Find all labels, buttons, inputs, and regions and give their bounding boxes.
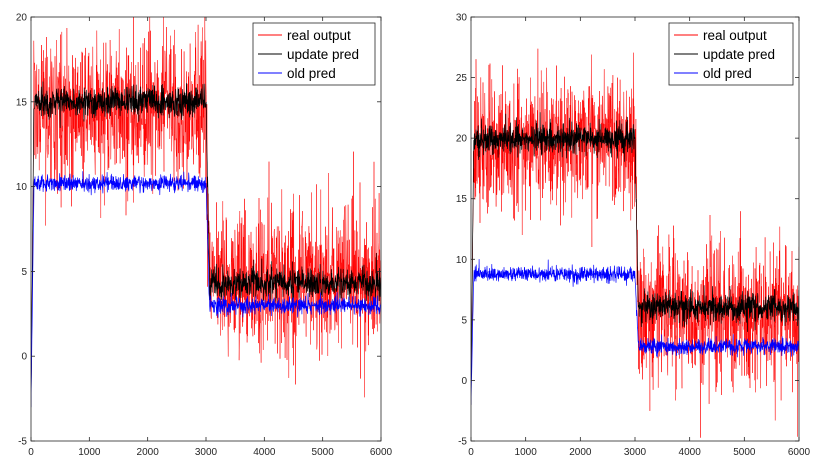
x-tick-label: 0	[28, 447, 34, 458]
y-tick-label: 5	[461, 315, 467, 326]
y-tick-label: 15	[456, 194, 468, 205]
y-tick-label: 20	[456, 134, 468, 145]
legend: real output update pred old pred	[668, 22, 794, 86]
series-line-old-pred	[31, 171, 381, 408]
series-group	[31, 17, 381, 408]
y-tick-label: 25	[456, 73, 468, 84]
series-group	[471, 48, 799, 438]
x-tick-label: 3000	[624, 447, 647, 458]
x-tick-label: 1000	[78, 447, 101, 458]
x-tick-label: 6000	[788, 447, 811, 458]
legend-entry: update pred	[287, 47, 359, 62]
series-line-update-pred	[31, 81, 381, 408]
y-tick-label: 10	[16, 182, 28, 193]
series-line-update-pred	[471, 112, 799, 405]
y-tick-label: 0	[21, 352, 27, 363]
x-tick-label: 4000	[679, 447, 702, 458]
legend-entry: update pred	[703, 47, 775, 62]
y-tick-label: 20	[16, 13, 28, 24]
legend-entry: old pred	[703, 66, 752, 81]
legend-entry: real output	[703, 28, 767, 43]
x-tick-label: 4000	[253, 447, 276, 458]
x-tick-label: 3000	[195, 447, 218, 458]
legend: real output update pred old pred	[252, 22, 376, 86]
legend-entry: old pred	[287, 66, 336, 81]
y-tick-label: 15	[16, 97, 28, 108]
x-tick-label: 6000	[370, 447, 393, 458]
y-tick-label: 5	[21, 267, 27, 278]
x-tick-label: 5000	[312, 447, 335, 458]
x-tick-label: 2000	[569, 447, 592, 458]
y-tick-label: -5	[458, 437, 467, 448]
left-plot: 0 1000 2000 3000 4000 5000 6000-505101520real …	[16, 13, 393, 459]
y-tick-label: 30	[456, 13, 468, 24]
y-tick-label: -5	[18, 437, 27, 448]
legend-entry: real output	[287, 28, 351, 43]
right-plot: 0 1000 2000 3000 4000 5000 6000-5051015202530r…	[456, 13, 811, 459]
x-tick-label: 1000	[515, 447, 538, 458]
series-line-old-pred	[471, 259, 799, 405]
series-line-real-output	[471, 48, 799, 438]
x-tick-label: 0	[468, 447, 474, 458]
y-tick-label: 0	[461, 376, 467, 387]
x-tick-label: 5000	[733, 447, 756, 458]
x-tick-label: 2000	[137, 447, 160, 458]
y-tick-label: 10	[456, 255, 468, 266]
